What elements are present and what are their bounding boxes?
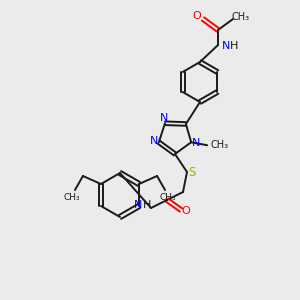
Text: H: H xyxy=(143,200,151,210)
Text: N: N xyxy=(192,138,200,148)
Text: CH₃: CH₃ xyxy=(160,194,176,202)
Text: N: N xyxy=(150,136,158,146)
Text: H: H xyxy=(230,41,238,51)
Text: CH₃: CH₃ xyxy=(210,140,228,150)
Text: S: S xyxy=(188,166,196,178)
Text: N: N xyxy=(134,200,142,210)
Text: CH₃: CH₃ xyxy=(64,194,80,202)
Text: O: O xyxy=(182,206,190,216)
Text: O: O xyxy=(193,11,201,21)
Text: CH₃: CH₃ xyxy=(232,12,250,22)
Text: N: N xyxy=(222,41,230,51)
Text: N: N xyxy=(160,113,168,123)
